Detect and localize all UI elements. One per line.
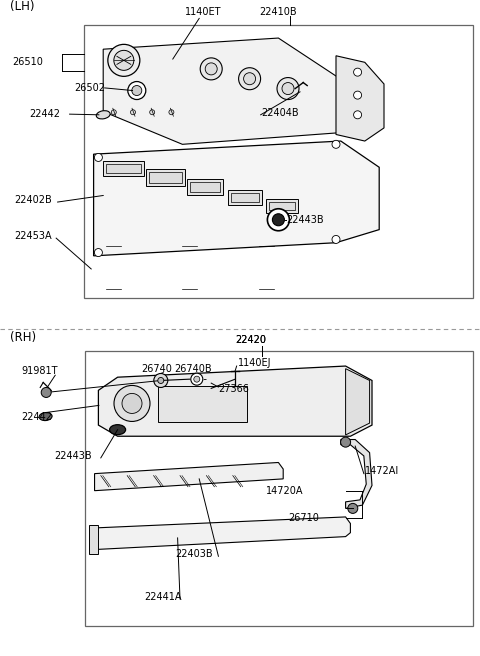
Bar bbox=[228, 190, 262, 205]
Circle shape bbox=[108, 45, 140, 76]
Bar bbox=[103, 161, 144, 176]
Ellipse shape bbox=[96, 111, 110, 119]
Circle shape bbox=[348, 503, 358, 514]
Circle shape bbox=[354, 68, 361, 76]
Text: 26740B: 26740B bbox=[174, 363, 212, 374]
Text: 22410B: 22410B bbox=[259, 7, 297, 17]
Bar bbox=[84, 25, 473, 298]
Circle shape bbox=[122, 394, 142, 413]
Circle shape bbox=[111, 110, 116, 115]
Polygon shape bbox=[91, 517, 350, 550]
Circle shape bbox=[95, 249, 102, 256]
Text: 1140ET: 1140ET bbox=[185, 7, 221, 17]
Text: 22420: 22420 bbox=[235, 335, 266, 345]
Text: 22442: 22442 bbox=[21, 411, 52, 422]
Circle shape bbox=[244, 73, 256, 85]
Text: 22453A: 22453A bbox=[14, 231, 52, 241]
Ellipse shape bbox=[39, 413, 52, 420]
Text: 1140EJ: 1140EJ bbox=[238, 358, 271, 368]
Circle shape bbox=[354, 91, 361, 99]
Circle shape bbox=[191, 373, 203, 385]
Text: 22441A: 22441A bbox=[144, 592, 181, 602]
Bar bbox=[85, 351, 473, 626]
Circle shape bbox=[132, 85, 142, 96]
Circle shape bbox=[277, 77, 299, 100]
Polygon shape bbox=[341, 440, 372, 508]
Circle shape bbox=[154, 373, 168, 388]
Circle shape bbox=[332, 140, 340, 148]
Text: 22443B: 22443B bbox=[287, 215, 324, 225]
Circle shape bbox=[267, 209, 289, 231]
Text: 1472AI: 1472AI bbox=[365, 466, 399, 476]
Ellipse shape bbox=[109, 424, 126, 435]
Text: 22442: 22442 bbox=[29, 109, 60, 119]
Text: (RH): (RH) bbox=[10, 331, 36, 344]
Text: 22420: 22420 bbox=[235, 335, 266, 345]
Text: 26502: 26502 bbox=[74, 83, 106, 93]
Bar bbox=[266, 199, 298, 213]
Bar bbox=[187, 179, 223, 195]
Bar bbox=[158, 386, 247, 422]
Polygon shape bbox=[89, 230, 384, 294]
Polygon shape bbox=[103, 38, 360, 144]
Circle shape bbox=[272, 214, 284, 226]
Circle shape bbox=[354, 111, 361, 119]
Bar bbox=[190, 182, 220, 192]
Text: 26510: 26510 bbox=[12, 57, 43, 68]
Text: 14720A: 14720A bbox=[266, 485, 304, 496]
Polygon shape bbox=[89, 525, 98, 554]
Text: (LH): (LH) bbox=[10, 0, 35, 13]
Bar bbox=[231, 194, 259, 202]
Circle shape bbox=[169, 110, 174, 115]
Text: 22402B: 22402B bbox=[14, 195, 52, 205]
Polygon shape bbox=[94, 141, 379, 256]
Circle shape bbox=[114, 386, 150, 421]
Polygon shape bbox=[98, 366, 372, 436]
Text: 26740: 26740 bbox=[142, 363, 172, 374]
Text: 91981T: 91981T bbox=[21, 365, 58, 376]
Polygon shape bbox=[336, 56, 384, 141]
Text: 22404B: 22404B bbox=[262, 108, 299, 118]
Circle shape bbox=[332, 236, 340, 243]
Text: 27366: 27366 bbox=[218, 384, 249, 394]
Circle shape bbox=[114, 51, 134, 70]
Bar bbox=[149, 173, 182, 182]
Circle shape bbox=[341, 437, 350, 447]
Polygon shape bbox=[95, 462, 283, 491]
Polygon shape bbox=[346, 369, 370, 435]
Circle shape bbox=[150, 110, 155, 115]
Circle shape bbox=[239, 68, 261, 90]
Bar bbox=[146, 169, 185, 186]
Circle shape bbox=[95, 154, 102, 161]
Bar bbox=[106, 164, 141, 173]
Circle shape bbox=[282, 83, 294, 94]
Bar bbox=[269, 202, 295, 210]
Circle shape bbox=[194, 376, 200, 382]
Circle shape bbox=[205, 63, 217, 75]
Circle shape bbox=[158, 377, 164, 384]
Text: 22403B: 22403B bbox=[175, 549, 213, 560]
Text: 26710: 26710 bbox=[288, 513, 319, 523]
Circle shape bbox=[131, 110, 135, 115]
Text: 22443B: 22443B bbox=[54, 451, 92, 461]
Circle shape bbox=[200, 58, 222, 80]
Circle shape bbox=[128, 81, 146, 100]
Circle shape bbox=[41, 388, 51, 398]
